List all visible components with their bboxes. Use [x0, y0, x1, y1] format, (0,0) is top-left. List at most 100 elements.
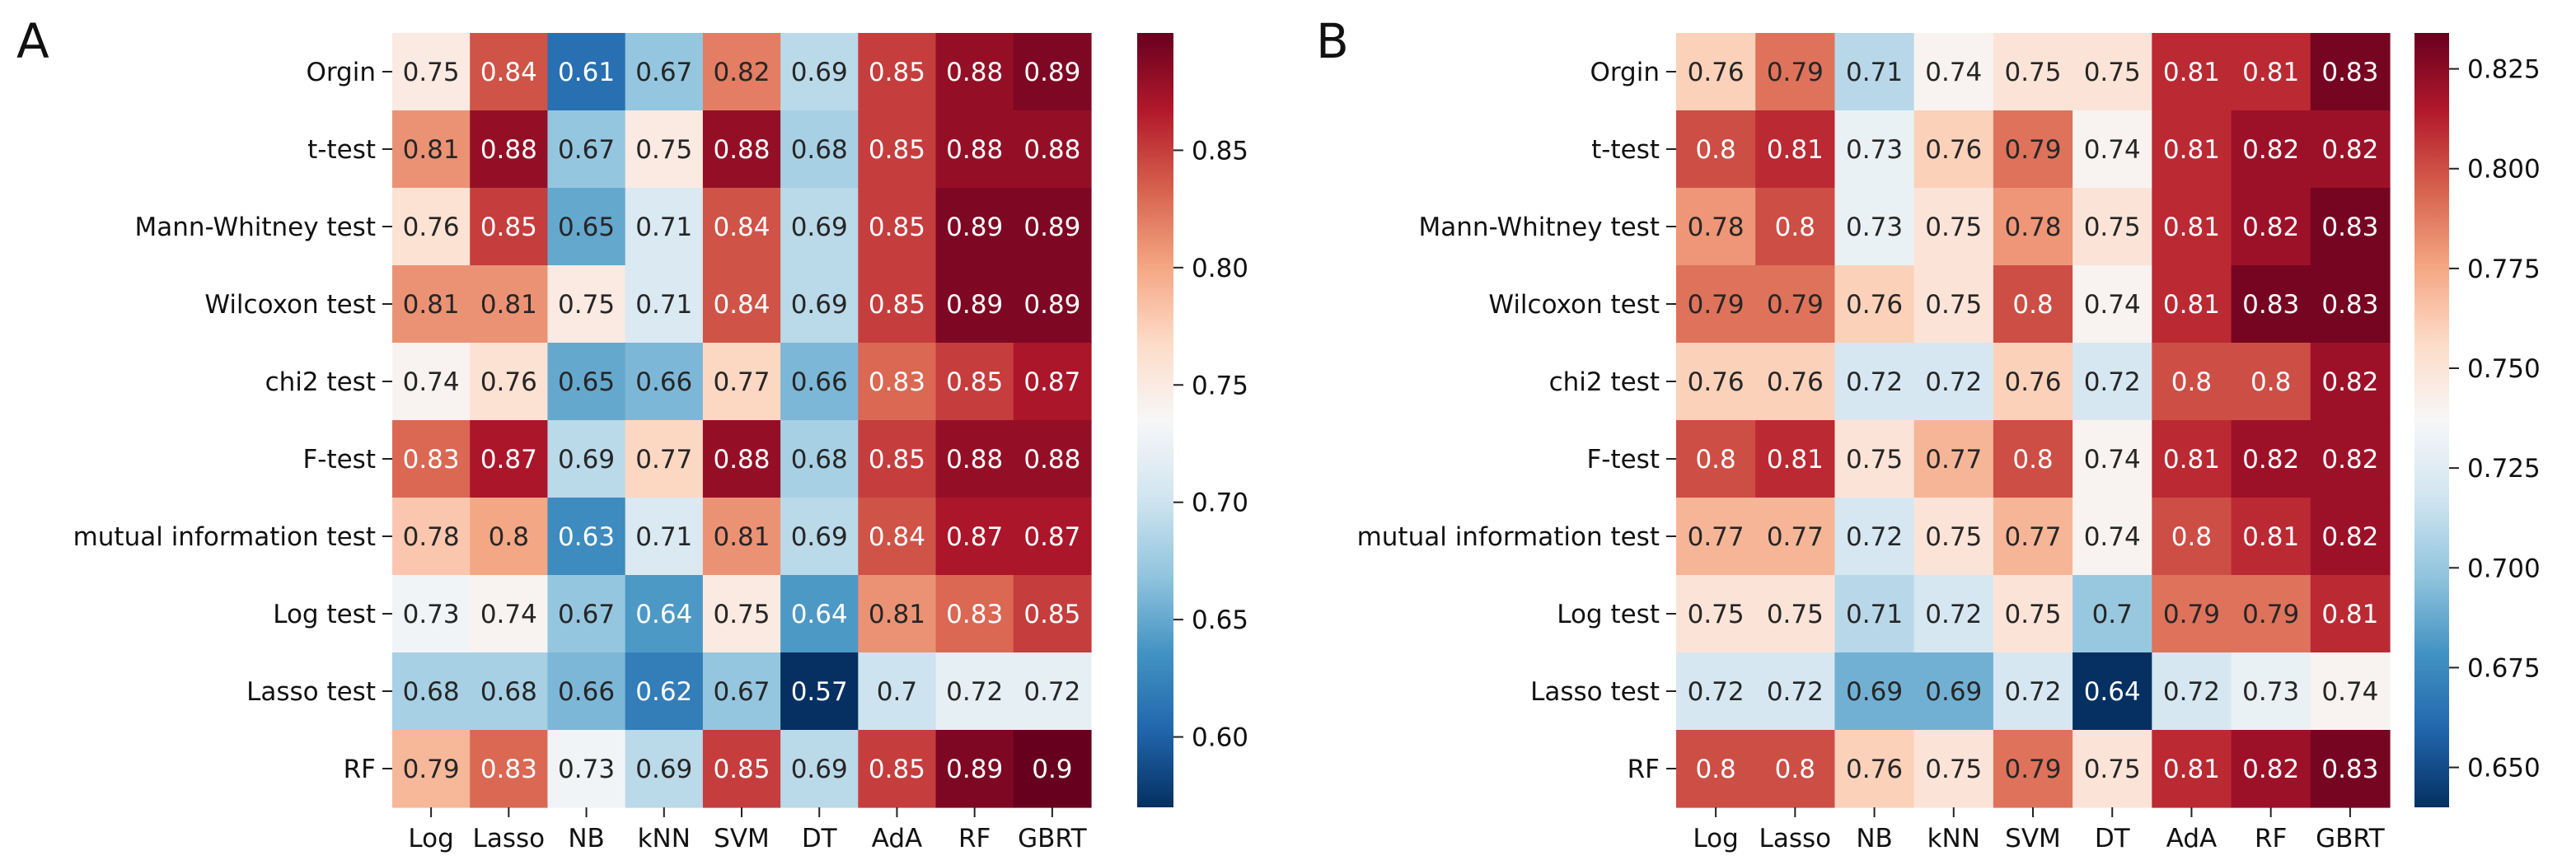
- cell-value-label: 0.73: [403, 600, 460, 629]
- heatmap-cell-8-3: [1913, 652, 1994, 731]
- cell-value-label: 0.72: [1925, 600, 1982, 629]
- heatmap-cell-3-3: [625, 265, 704, 344]
- heatmap-cell-9-6: [2152, 730, 2232, 808]
- heatmap-cell-3-4: [1993, 265, 2073, 344]
- cell-value-label: 0.71: [635, 213, 692, 242]
- heatmap-cell-0-5: [2073, 33, 2152, 111]
- heatmap-cell-4-1: [1755, 343, 1836, 421]
- heatmap-cell-1-4: [1993, 110, 2073, 189]
- cell-value-label: 0.85: [869, 58, 925, 87]
- cell-value-label: 0.76: [1846, 290, 1903, 320]
- colorbar-ticks: 0.650 0.675 0.700 0.725 0.750 0.775 0.800 0.825: [2449, 55, 2541, 783]
- heatmap-cell-0-7: [2231, 33, 2311, 111]
- heatmap-cell-9-1: [1755, 730, 1836, 808]
- cell-value-label: 0.85: [869, 290, 925, 320]
- heatmap-cell-0-5: [780, 33, 859, 111]
- heatmap-cell-1-6: [858, 110, 937, 189]
- heatmap-cell-5-1: [470, 420, 549, 498]
- cell-value-label: 0.83: [2321, 290, 2378, 320]
- heatmap-cell-1-1: [1755, 110, 1836, 189]
- heatmap-cell-3-4: [702, 265, 781, 344]
- cell-value-label: 0.77: [713, 367, 770, 397]
- heatmap-cell-7-6: [2152, 575, 2232, 653]
- heatmap-cell-7-4: [1993, 575, 2073, 653]
- cell-value-label: 0.66: [791, 367, 848, 397]
- row-tick-label: mutual information test: [73, 522, 376, 552]
- heatmap-cell-2-8: [2310, 188, 2391, 266]
- heatmap-cell-1-2: [1834, 110, 1915, 189]
- cell-value-label: 0.69: [1925, 677, 1982, 707]
- heatmap-cell-1-0: [1676, 110, 1756, 189]
- heatmap-cell-1-2: [547, 110, 626, 189]
- heatmap-cell-4-6: [2152, 343, 2232, 421]
- cell-value-label: 0.79: [2242, 600, 2299, 629]
- row-tick-label: Orgin: [1590, 58, 1660, 87]
- heatmap-cell-5-7: [935, 420, 1014, 498]
- cell-value-label: 0.64: [635, 600, 692, 629]
- cell-value-label: 0.74: [480, 600, 537, 629]
- row-tick-label: Lasso test: [1530, 677, 1660, 707]
- heatmap-cell-7-2: [1834, 575, 1915, 653]
- cell-value-label: 0.75: [1925, 290, 1982, 320]
- heatmap-cell-2-7: [2231, 188, 2311, 266]
- heatmap-cell-4-3: [1913, 343, 1994, 421]
- heatmap-cell-2-3: [1913, 188, 1994, 266]
- cell-value-label: 0.75: [2004, 600, 2061, 629]
- heatmap-cell-1-7: [2231, 110, 2311, 189]
- heatmap-cell-2-8: [1013, 188, 1092, 266]
- cell-value-label: 0.89: [1023, 213, 1080, 242]
- heatmap-cell-0-3: [625, 33, 704, 111]
- heatmap-cell-2-6: [858, 188, 937, 266]
- cell-value-label: 0.75: [713, 600, 770, 629]
- column-labels: Log Lasso NB kNN SVM DT AdA RF GBRT: [1693, 807, 2386, 853]
- heatmap-cell-0-3: [1913, 33, 1994, 111]
- heatmap-cell-5-6: [858, 420, 937, 498]
- heatmap-cell-9-5: [780, 730, 859, 808]
- row-tick-label: Lasso test: [246, 677, 376, 707]
- heatmap-cell-0-4: [702, 33, 781, 111]
- column-labels: Log Lasso NB kNN SVM DT AdA RF GBRT: [408, 807, 1088, 853]
- heatmap-cell-0-8: [2310, 33, 2391, 111]
- column-tick-label: Lasso: [1759, 824, 1832, 853]
- heatmap-cell-0-1: [470, 33, 549, 111]
- heatmap-cell-9-2: [1834, 730, 1915, 808]
- cell-value-label: 0.84: [713, 290, 770, 320]
- cell-value-label: 0.8: [489, 522, 529, 552]
- row-tick-label: Log test: [273, 600, 376, 629]
- heatmap-cell-3-2: [1834, 265, 1915, 344]
- cell-value-label: 0.69: [791, 290, 848, 320]
- cell-value-label: 0.83: [2242, 290, 2299, 320]
- cell-value-label: 0.8: [1695, 445, 1735, 475]
- heatmap-cell-5-3: [625, 420, 704, 498]
- row-labels: Orgin t-test Mann-Whitney test Wilcoxon tes…: [73, 58, 392, 784]
- row-tick-label: Mann-Whitney test: [135, 213, 377, 242]
- colorbar-tick-label: 0.675: [2467, 653, 2541, 683]
- cell-value-label: 0.74: [2084, 445, 2141, 475]
- cell-value-label: 0.88: [480, 135, 537, 165]
- cell-value-label: 0.83: [2321, 213, 2378, 242]
- heatmap-cell-3-5: [2073, 265, 2152, 344]
- heatmap-cell-0-6: [858, 33, 937, 111]
- heatmap-cell-8-1: [470, 652, 549, 731]
- heatmap-cell-4-7: [935, 343, 1014, 421]
- cell-value-label: 0.61: [558, 58, 615, 87]
- column-tick-label: NB: [568, 824, 604, 853]
- cell-value-label: 0.82: [2242, 135, 2299, 165]
- heatmap-cell-2-1: [470, 188, 549, 266]
- row-tick-label: Wilcoxon test: [1488, 290, 1660, 320]
- heatmap-cell-6-6: [858, 498, 937, 576]
- row-tick-label: Mann-Whitney test: [1419, 213, 1660, 242]
- cell-value-label: 0.81: [2163, 755, 2220, 784]
- heatmap-cell-2-6: [2152, 188, 2232, 266]
- column-tick-label: DT: [2095, 824, 2131, 853]
- heatmap-cell-4-4: [1993, 343, 2073, 421]
- heatmap-cell-5-7: [2231, 420, 2311, 498]
- cell-value-label: 0.72: [1846, 367, 1903, 397]
- heatmap-cell-5-3: [1913, 420, 1994, 498]
- heatmap-cell-5-4: [1993, 420, 2073, 498]
- colorbar: [1137, 33, 1173, 807]
- cell-value-label: 0.68: [403, 677, 460, 707]
- cell-value-label: 0.76: [1925, 135, 1982, 165]
- cell-value-label: 0.76: [1688, 58, 1745, 87]
- cell-value-label: 0.75: [1925, 755, 1982, 784]
